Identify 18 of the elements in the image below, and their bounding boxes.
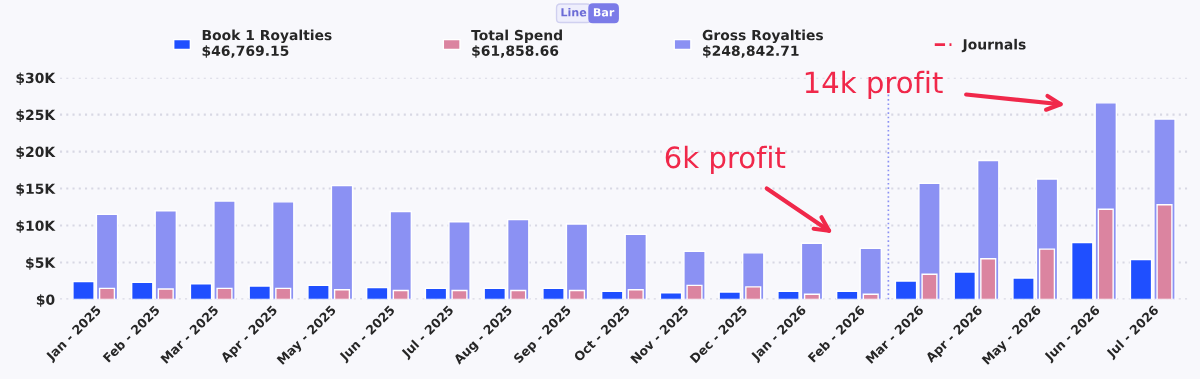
y-tick-label: $10K (16, 220, 56, 233)
legend-label: Journals (961, 38, 1026, 53)
y-tick-label: $5K (26, 257, 56, 270)
y-tick-label: $30K (16, 72, 56, 86)
text: Line (561, 7, 587, 17)
text: $248,842.71 (703, 45, 799, 58)
y-tick-label: $15K (16, 183, 56, 196)
y-tick-label: $0 (36, 294, 55, 307)
y-tick-label: $20K (16, 146, 56, 159)
legend-label: Total Spend (471, 29, 562, 44)
legend-label: Gross Royalties (702, 29, 824, 44)
text: Bar (593, 8, 615, 17)
legend-label: Book 1 Royalties (202, 29, 332, 44)
y-tick-label: $25K (16, 109, 56, 122)
text: $61,858.66 (472, 45, 559, 58)
annotation: 14k profit (805, 70, 943, 100)
annotation: 6k profit (665, 145, 786, 175)
text: $46,769.15 (202, 45, 289, 58)
